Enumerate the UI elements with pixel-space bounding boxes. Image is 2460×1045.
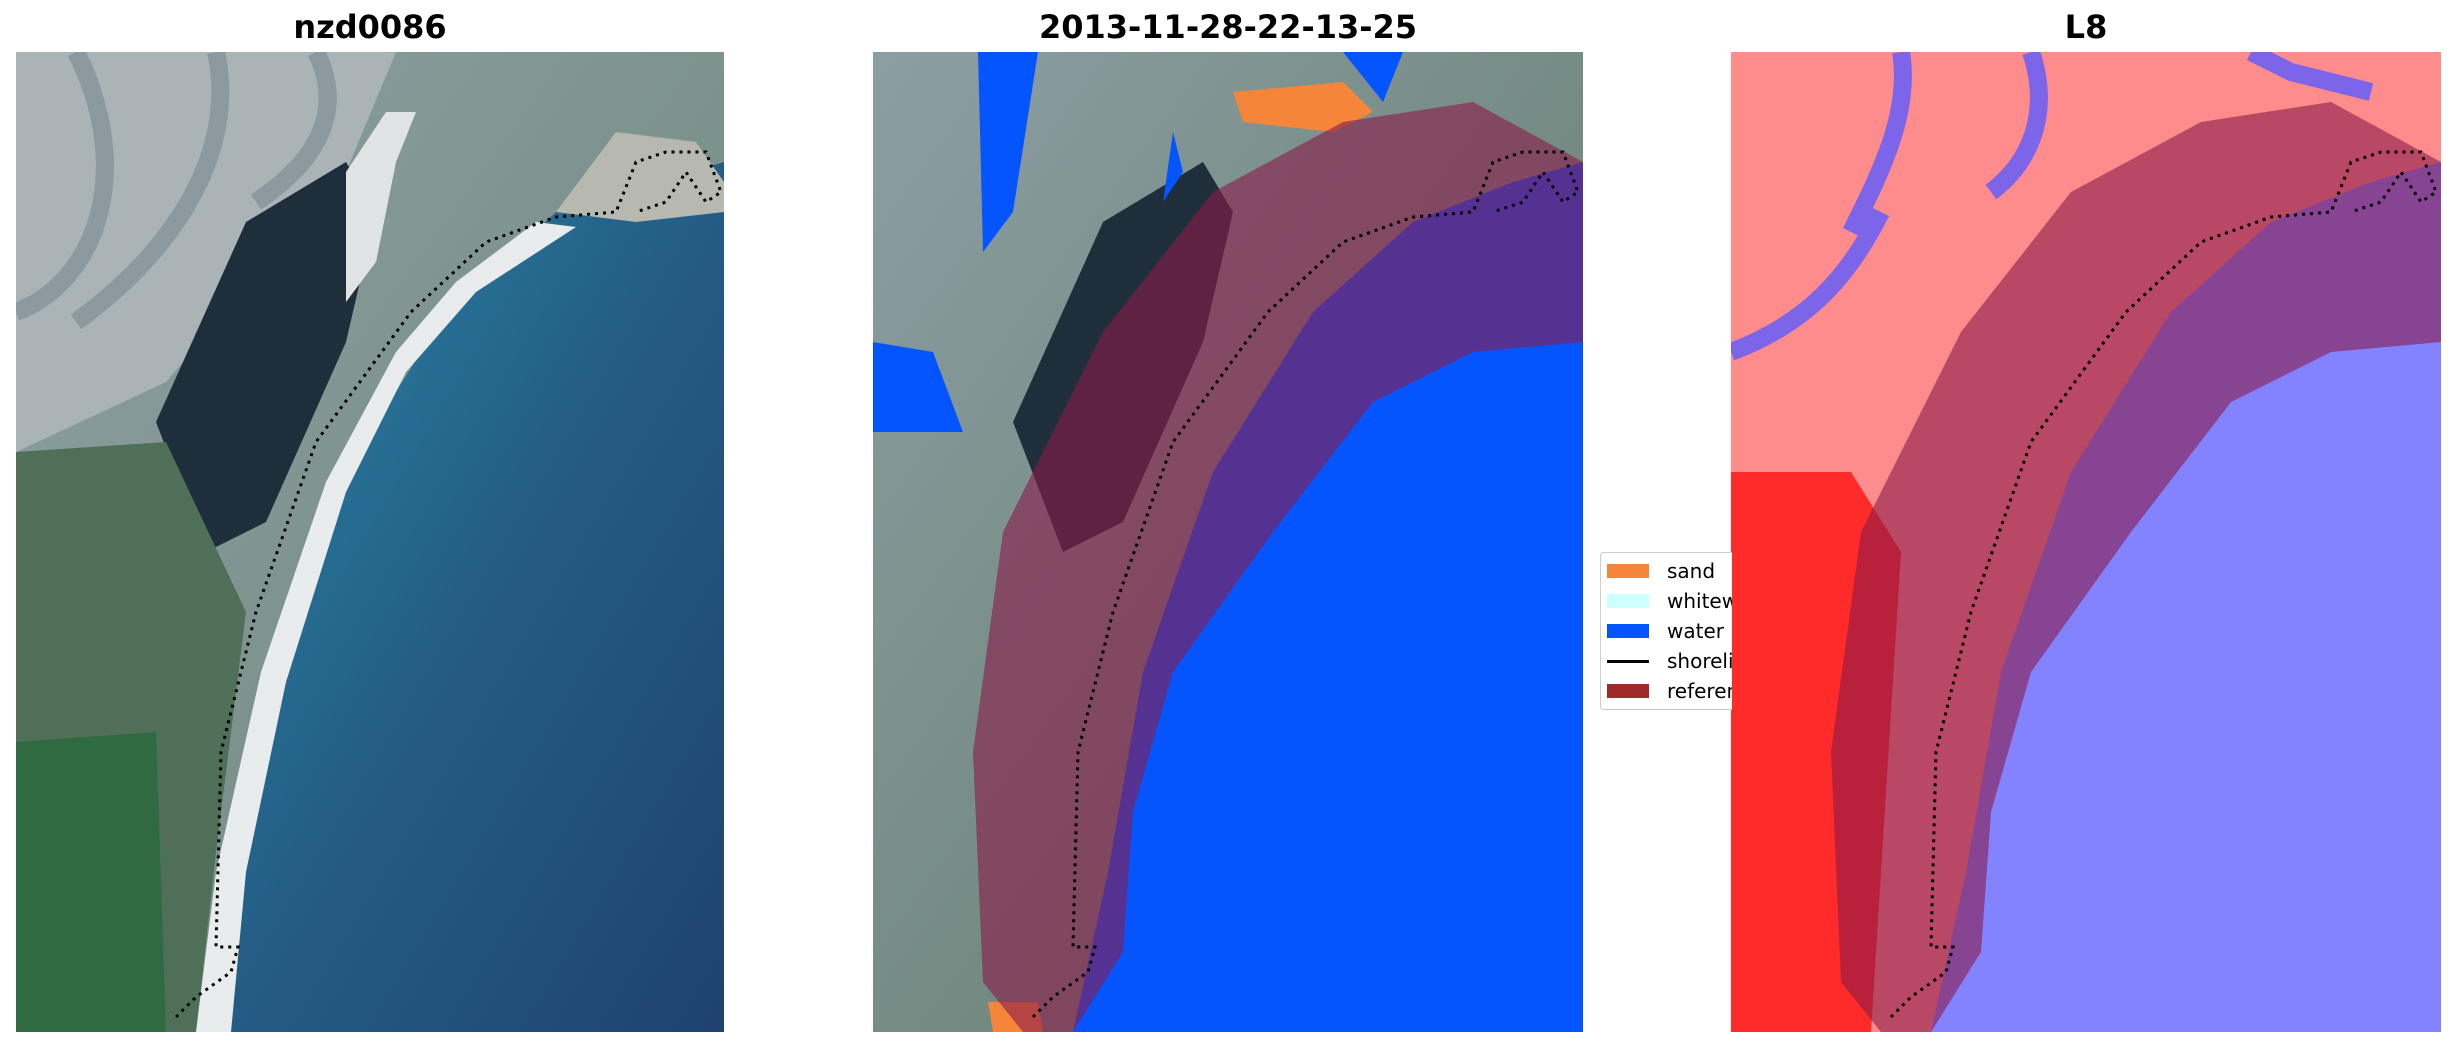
whitewater-swatch [1607,594,1649,608]
sand-swatch [1607,564,1649,578]
shoreline-line [1607,660,1649,663]
beach-strip [196,222,576,1032]
headland [556,132,724,222]
water-class-sea [1073,162,1583,1032]
legend-label: reference [1667,679,1732,703]
water-class-channels [873,52,1403,432]
index-panel [1731,52,2441,1032]
legend-label: shoreline [1667,649,1732,673]
channel-streaks [1731,52,2374,361]
reference-buffer [973,102,1583,1032]
legend-item-reference: reference [1601,676,1732,706]
legend-item-water: water [1601,616,1732,646]
water-index [1931,162,2441,1032]
legend-label: sand [1667,559,1716,583]
legend-item-shoreline: shoreline [1601,646,1732,676]
rgb-image-panel [16,52,724,1032]
panel-title-classified: 2013-11-28-22-13-25 [1038,8,1418,46]
water-swatch [1607,624,1649,638]
spit [346,112,416,302]
legend-label: water [1667,619,1724,643]
legend-item-sand: sand [1601,556,1732,586]
classification-panel [873,52,1583,1032]
reference-swatch [1607,684,1649,698]
reference-buffer [1831,102,2441,1032]
panel-title-index: L8 [2064,8,2108,46]
lagoon [156,162,376,552]
mudflat-channels [16,52,337,330]
sea [206,162,724,1032]
farmland-green [16,732,166,1032]
panel-title-rgb: nzd0086 [293,8,447,46]
